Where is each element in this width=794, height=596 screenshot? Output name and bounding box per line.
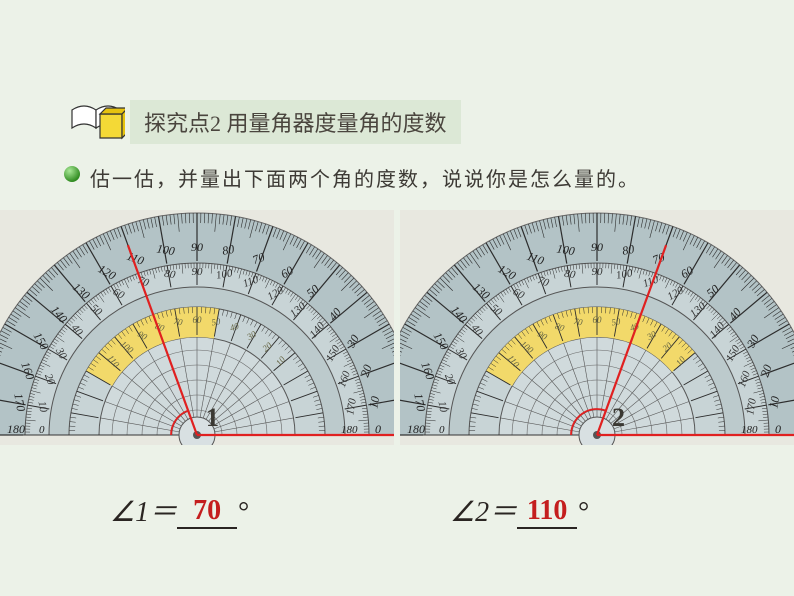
degree-symbol: °: [237, 497, 248, 528]
answer-2: ∠2＝110°: [450, 490, 588, 531]
instruction-text: 估一估，并量出下面两个角的度数，说说你是怎么量的。: [90, 163, 640, 192]
svg-text:80: 80: [621, 242, 635, 258]
angle-2-label: 2: [612, 403, 625, 433]
svg-text:180: 180: [7, 422, 25, 436]
protractor-1: 1020304050607080901001101201301401501601…: [0, 210, 394, 445]
svg-text:0: 0: [439, 424, 445, 436]
svg-text:60: 60: [593, 315, 603, 325]
section-title: 探究点2 用量角器度量角的度数: [130, 100, 461, 144]
svg-text:80: 80: [221, 242, 235, 258]
book-icon: [70, 100, 125, 147]
svg-text:10: 10: [366, 395, 382, 409]
protractor-row: 1020304050607080901001101201301401501601…: [0, 210, 794, 445]
svg-text:90: 90: [592, 266, 604, 278]
svg-text:90: 90: [192, 266, 204, 278]
answer-1: ∠1＝70°: [110, 490, 248, 531]
answer-2-value: 110: [517, 495, 577, 529]
svg-text:0: 0: [39, 424, 45, 436]
svg-text:10: 10: [766, 395, 782, 409]
svg-text:60: 60: [193, 315, 203, 325]
degree-symbol: °: [577, 497, 588, 528]
answer-2-prefix: ∠2＝: [450, 497, 517, 528]
angle-1-label: 1: [206, 403, 219, 433]
protractor-2: 1020304050607080901001101201301401501601…: [400, 210, 794, 445]
answer-1-prefix: ∠1＝: [110, 497, 177, 528]
svg-text:90: 90: [191, 240, 203, 254]
svg-text:180: 180: [407, 422, 425, 436]
bullet-icon: [63, 165, 81, 183]
answer-1-value: 70: [177, 495, 237, 529]
svg-text:90: 90: [591, 240, 603, 254]
